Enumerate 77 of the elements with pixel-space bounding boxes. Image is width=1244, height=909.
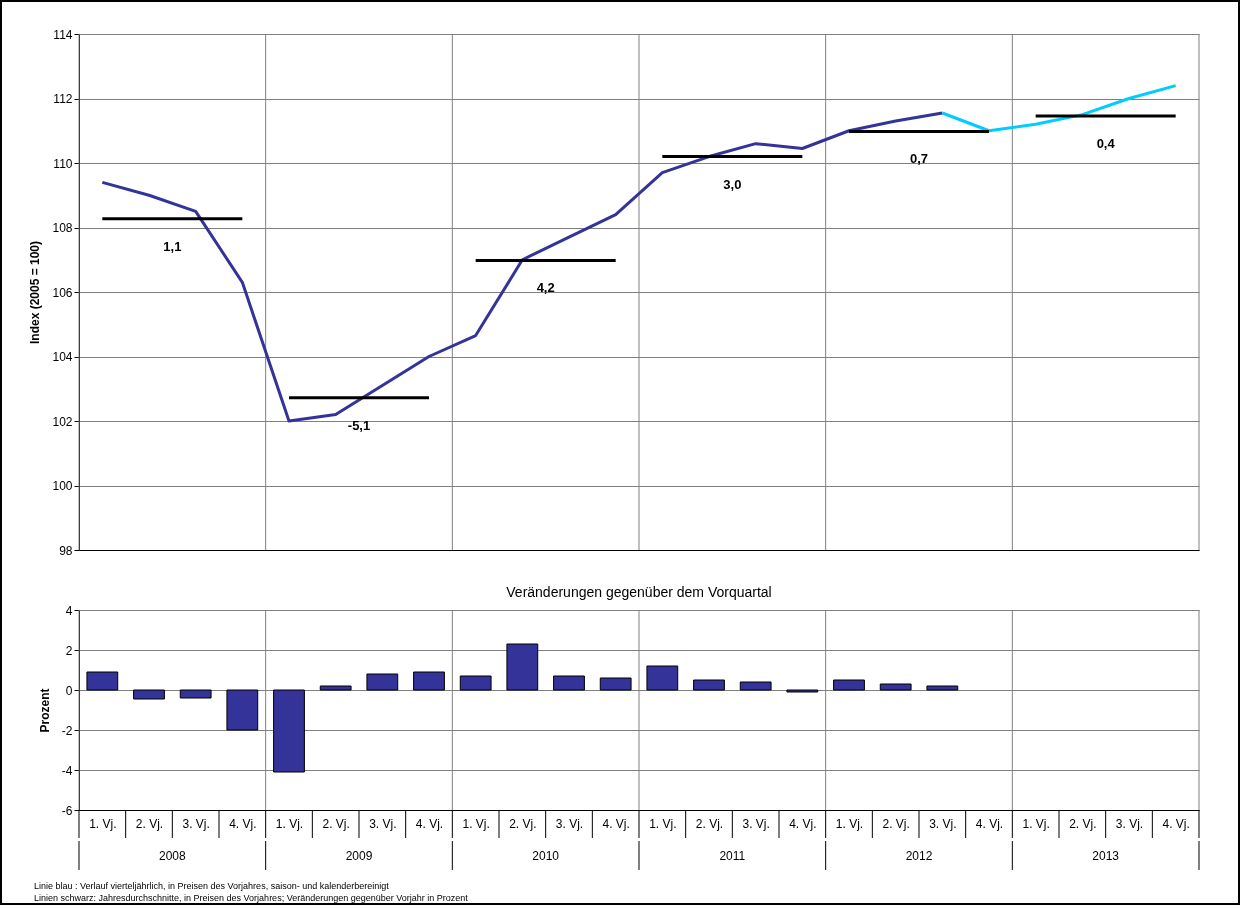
y-tick-label: -4	[61, 763, 73, 778]
bar	[459, 675, 492, 691]
annotation: 0,4	[1096, 135, 1116, 151]
bar	[319, 685, 352, 691]
x-tick-label: 2. Vj.	[509, 816, 537, 831]
x-tick-label: 4. Vj.	[415, 816, 444, 831]
bar	[553, 675, 585, 691]
x-tick-label: 1. Vj.	[462, 816, 490, 831]
text: 2012	[905, 849, 933, 863]
x-tick-label: 3. Vj.	[182, 816, 210, 831]
x-tick-label: 1. Vj.	[835, 816, 864, 831]
annotation: 0,7	[909, 151, 929, 167]
bar	[646, 665, 679, 691]
text: 2009	[345, 849, 373, 863]
x-tick-label: 2. Vj.	[135, 816, 164, 831]
y-tick-label: 114	[53, 27, 73, 42]
bar	[926, 685, 959, 691]
x-tick-label: 2. Vj.	[1069, 816, 1097, 831]
bar	[226, 689, 259, 731]
x-tick-label: 4. Vj.	[789, 816, 817, 831]
y-tick-label: 102	[52, 414, 73, 429]
annotation: -5,1	[347, 417, 371, 433]
x-tick-label: 2. Vj.	[695, 816, 724, 831]
bar	[179, 689, 212, 699]
x-tick-label: 4. Vj.	[975, 816, 1004, 831]
y-tick-label: -6	[61, 803, 73, 818]
x-tick-label: 1. Vj.	[275, 816, 304, 831]
line-series	[100, 111, 944, 423]
y-tick-label: 104	[52, 350, 73, 364]
y-tick-label: -2	[61, 723, 73, 738]
text: 2010	[532, 849, 560, 863]
text: Linie blau : Verlauf vierteljährlich, in Preisen des Vorjahres, saison- und kalenderbereinigt	[34, 880, 390, 892]
bar	[413, 671, 445, 691]
text: 2008	[158, 849, 186, 863]
bar	[366, 673, 399, 691]
x-tick-label: 2. Vj.	[322, 816, 350, 831]
bar	[693, 679, 725, 691]
y-tick-label: 100	[52, 479, 73, 493]
bar	[133, 689, 165, 700]
bar	[506, 643, 539, 691]
bar	[273, 689, 305, 773]
y-tick-label: 112	[53, 92, 73, 106]
bar	[599, 677, 632, 691]
annotation: 3,0	[723, 176, 742, 192]
x-tick-label: 1. Vj.	[1022, 816, 1050, 831]
line-series	[940, 84, 1178, 133]
annotation: 4,2	[536, 280, 555, 296]
x-tick-label: 4. Vj.	[229, 816, 257, 831]
annotation: 1,1	[163, 238, 182, 254]
bar	[879, 683, 912, 691]
chart-title: Veränderungen gegenüber dem Vorquartal	[506, 584, 772, 600]
x-tick-label: 1. Vj.	[649, 816, 677, 831]
x-tick-label: 3. Vj.	[929, 816, 957, 831]
y-tick-label: 0	[65, 683, 73, 698]
bar	[86, 671, 119, 691]
x-tick-label: 3. Vj.	[1115, 816, 1144, 831]
bar	[833, 679, 865, 691]
x-tick-label: 3. Vj.	[369, 816, 397, 831]
x-tick-label: 3. Vj.	[742, 816, 770, 831]
x-tick-label: 2. Vj.	[882, 816, 910, 831]
bar	[739, 681, 772, 691]
y-tick-label: 108	[52, 221, 73, 235]
bar	[786, 689, 819, 693]
x-tick-label: 4. Vj.	[602, 816, 630, 831]
text: 2013	[1092, 849, 1120, 863]
y-tick-label: 2	[65, 643, 73, 658]
text: Linien schwarz: Jahresdurchschnitte, in Preisen des Vorjahres; Veränderungen gegenüber Vorjahr in Prozent	[34, 892, 468, 904]
y-tick-label: 110	[53, 156, 73, 171]
x-tick-label: 4. Vj.	[1162, 816, 1190, 831]
y-tick-label: 106	[52, 285, 73, 300]
y-axis-title: Index (2005 = 100)	[28, 240, 43, 345]
x-tick-label: 1. Vj.	[89, 816, 117, 831]
text: 2011	[719, 849, 746, 863]
y-tick-label: 98	[59, 543, 73, 558]
x-tick-label: 3. Vj.	[555, 816, 584, 831]
y-axis-title: Prozent	[37, 688, 52, 733]
y-tick-label: 4	[65, 603, 73, 618]
